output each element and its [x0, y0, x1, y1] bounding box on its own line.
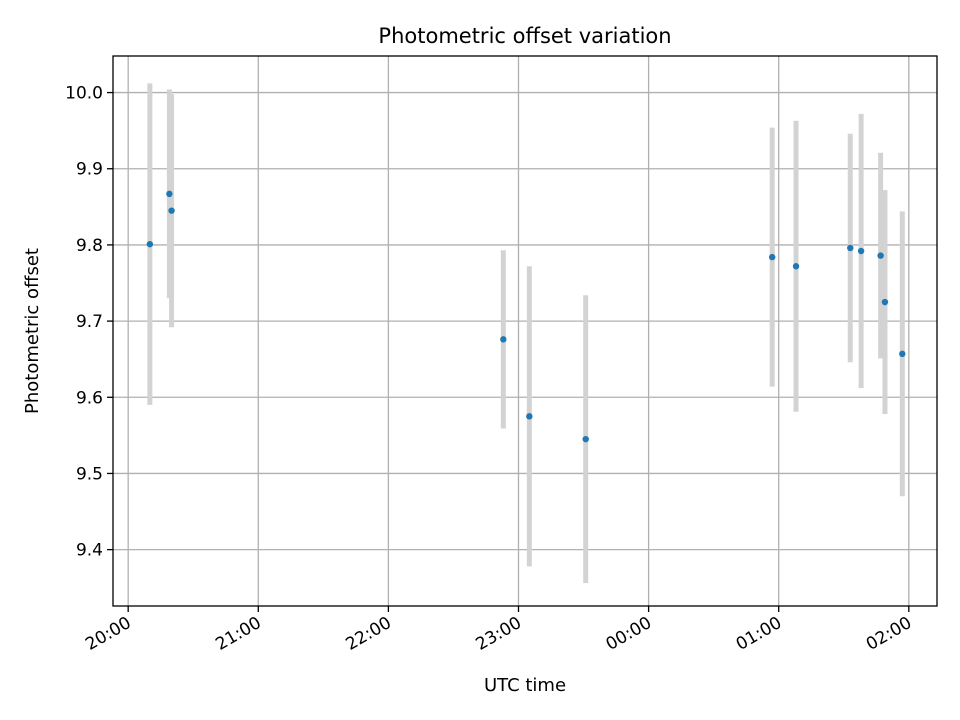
y-tick-label: 9.6	[76, 388, 103, 408]
y-tick-label: 9.4	[76, 541, 103, 561]
plot-area-frame	[112, 55, 938, 607]
x-axis-label: UTC time	[484, 675, 566, 696]
data-point	[500, 336, 507, 343]
data-point	[881, 298, 889, 306]
y-axis: 9.4 9.5 9.6 9.7 9.8 9.9 10.0	[65, 84, 113, 561]
data-point	[877, 252, 884, 259]
data-point	[769, 253, 776, 261]
y-tick-label: 10.0	[65, 84, 103, 104]
data-point	[847, 244, 854, 252]
data-point	[792, 263, 800, 270]
data-point	[899, 350, 906, 358]
y-tick-label: 9.5	[76, 464, 103, 484]
chart-title: Photometric offset variation	[378, 24, 671, 48]
y-tick-label: 9.8	[76, 236, 103, 256]
y-axis-label: Photometric offset	[22, 248, 43, 414]
y-tick-label: 9.7	[76, 312, 103, 332]
data-point	[146, 240, 154, 248]
data-point	[168, 207, 175, 214]
data-point	[166, 190, 173, 198]
data-point	[526, 413, 533, 420]
data-point	[857, 247, 865, 255]
y-tick-label: 9.9	[76, 160, 103, 180]
data-point	[582, 435, 589, 443]
data-points	[146, 190, 906, 443]
grid	[113, 56, 937, 606]
